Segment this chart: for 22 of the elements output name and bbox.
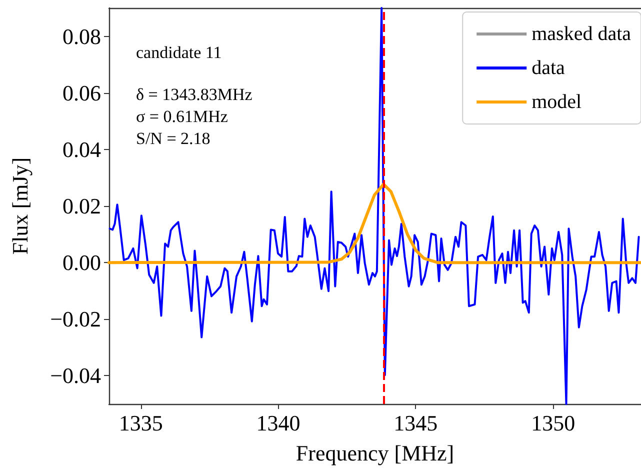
line-series (108, 7, 640, 405)
legend-label: data (532, 57, 566, 79)
x-tick-label: 1340 (256, 410, 300, 436)
x-axis-title: Frequency [MHz] (296, 440, 454, 466)
annotation: S/N = 2.18 (136, 129, 210, 148)
y-tick-label: −0.02 (50, 306, 101, 332)
x-tick-label: 1335 (118, 410, 163, 436)
annotation: δ = 1343.83MHz (136, 85, 253, 104)
x-tick-label: 1350 (531, 410, 576, 436)
x-tick-label: 1345 (394, 410, 438, 436)
y-tick-label: 0.06 (62, 80, 101, 106)
annotation: candidate 11 (136, 43, 222, 62)
y-tick-label: 0.04 (62, 136, 101, 162)
line-series (108, 182, 641, 264)
legend-label: masked data (532, 23, 632, 45)
y-tick-label: −0.04 (50, 363, 101, 388)
annotation: σ = 0.61MHz (136, 107, 228, 126)
y-axis-title: Flux [mJy] (8, 157, 32, 255)
y-tick-label: 0.02 (62, 194, 101, 218)
y-tick-label: 0.08 (62, 24, 101, 49)
legend-label: model (532, 91, 582, 113)
y-tick-label: 0.00 (62, 250, 101, 276)
